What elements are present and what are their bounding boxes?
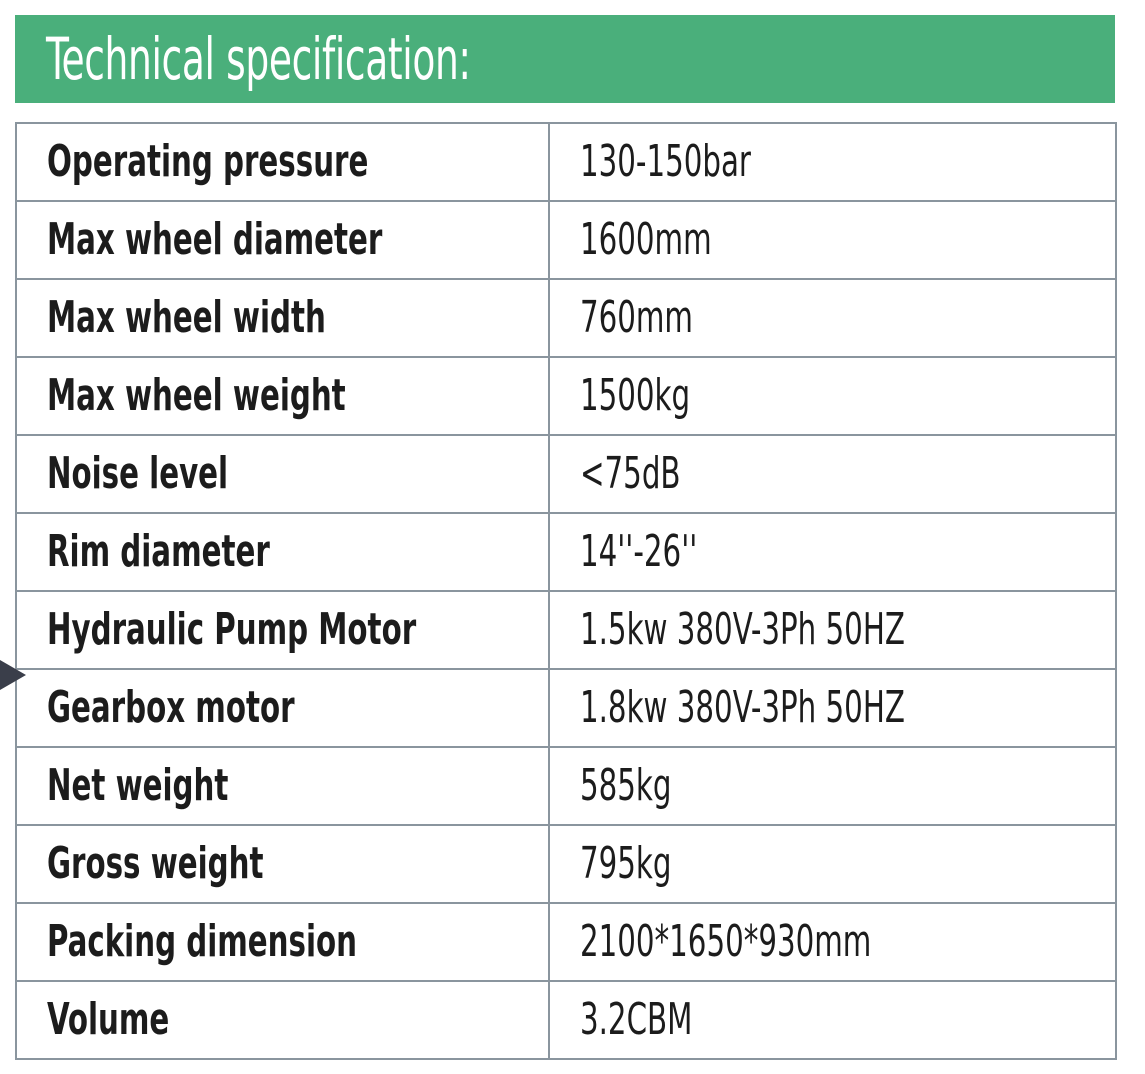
spec-value-text: 1600mm: [580, 214, 712, 265]
spec-value-text: 14''-26'': [580, 526, 698, 577]
table-row: Gearbox motor 1.8kw 380V-3Ph 50HZ: [15, 668, 1117, 748]
spec-label-text: Net weight: [47, 760, 229, 811]
spec-header-banner: Technical specification:: [15, 15, 1115, 103]
spec-value-text: <75dB: [580, 448, 681, 499]
table-row: Gross weight 795kg: [15, 824, 1117, 904]
spec-label-cell: Hydraulic Pump Motor: [15, 590, 550, 670]
spec-label-text: Noise level: [47, 448, 229, 499]
spec-label-text: Max wheel weight: [47, 370, 346, 421]
page-title: Technical specification:: [46, 25, 471, 93]
table-row: Max wheel width 760mm: [15, 278, 1117, 358]
spec-label-text: Max wheel diameter: [47, 214, 383, 265]
spec-label-text: Volume: [47, 994, 170, 1045]
spec-value-cell: 1500kg: [548, 356, 1117, 436]
spec-label-text: Gross weight: [47, 838, 264, 889]
table-row: Packing dimension 2100*1650*930mm: [15, 902, 1117, 982]
spec-label-text: Rim diameter: [47, 526, 270, 577]
spec-label-cell: Max wheel weight: [15, 356, 550, 436]
spec-value-text: 2100*1650*930mm: [580, 916, 872, 967]
spec-value-cell: 2100*1650*930mm: [548, 902, 1117, 982]
spec-table-container: Operating pressure 130-150bar Max wheel di…: [15, 122, 1117, 1060]
spec-label-cell: Net weight: [15, 746, 550, 826]
spec-value-cell: 14''-26'': [548, 512, 1117, 592]
specification-table: Operating pressure 130-150bar Max wheel di…: [15, 122, 1117, 1060]
spec-value-cell: 130-150bar: [548, 122, 1117, 202]
table-row: Max wheel diameter 1600mm: [15, 200, 1117, 280]
spec-label-cell: Packing dimension: [15, 902, 550, 982]
spec-value-text: 3.2CBM: [580, 994, 693, 1045]
table-row: Net weight 585kg: [15, 746, 1117, 826]
spec-value-cell: 3.2CBM: [548, 980, 1117, 1060]
spec-label-cell: Gearbox motor: [15, 668, 550, 748]
table-row: Volume 3.2CBM: [15, 980, 1117, 1060]
table-row: Operating pressure 130-150bar: [15, 122, 1117, 202]
spec-label-cell: Noise level: [15, 434, 550, 514]
spec-value-cell: 760mm: [548, 278, 1117, 358]
spec-label-cell: Operating pressure: [15, 122, 550, 202]
spec-label-text: Packing dimension: [47, 916, 357, 967]
spec-value-cell: <75dB: [548, 434, 1117, 514]
spec-value-text: 760mm: [580, 292, 693, 343]
spec-label-cell: Rim diameter: [15, 512, 550, 592]
spec-label-text: Gearbox motor: [47, 682, 295, 733]
left-edge-pointer-icon: [0, 660, 26, 690]
spec-label-cell: Max wheel width: [15, 278, 550, 358]
table-row: Noise level <75dB: [15, 434, 1117, 514]
table-row: Hydraulic Pump Motor 1.5kw 380V-3Ph 50HZ: [15, 590, 1117, 670]
spec-value-text: 1.5kw 380V-3Ph 50HZ: [580, 604, 905, 655]
spec-value-text: 130-150bar: [580, 136, 751, 187]
spec-value-cell: 1600mm: [548, 200, 1117, 280]
spec-value-cell: 585kg: [548, 746, 1117, 826]
spec-label-cell: Volume: [15, 980, 550, 1060]
spec-value-cell: 1.5kw 380V-3Ph 50HZ: [548, 590, 1117, 670]
spec-label-cell: Gross weight: [15, 824, 550, 904]
table-row: Rim diameter 14''-26'': [15, 512, 1117, 592]
spec-value-text: 585kg: [580, 760, 672, 811]
spec-label-text: Operating pressure: [47, 136, 369, 187]
specification-table-body: Operating pressure 130-150bar Max wheel di…: [15, 122, 1117, 1060]
spec-value-text: 1.8kw 380V-3Ph 50HZ: [580, 682, 905, 733]
spec-label-cell: Max wheel diameter: [15, 200, 550, 280]
spec-value-cell: 795kg: [548, 824, 1117, 904]
spec-label-text: Max wheel width: [47, 292, 326, 343]
table-row: Max wheel weight 1500kg: [15, 356, 1117, 436]
spec-value-text: 1500kg: [580, 370, 691, 421]
spec-value-text: 795kg: [580, 838, 672, 889]
spec-value-cell: 1.8kw 380V-3Ph 50HZ: [548, 668, 1117, 748]
spec-label-text: Hydraulic Pump Motor: [47, 604, 417, 655]
